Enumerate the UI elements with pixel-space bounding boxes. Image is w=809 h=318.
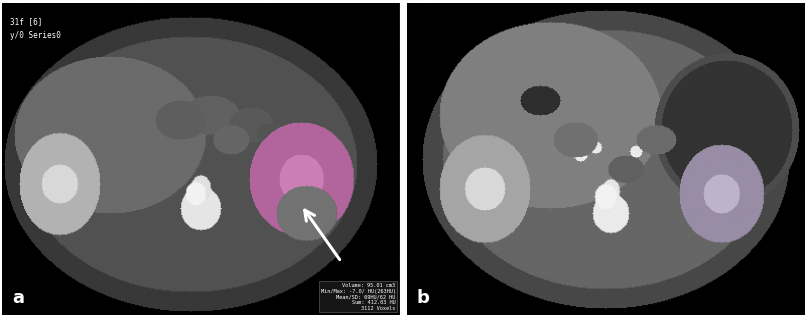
Text: b: b [417, 289, 430, 307]
Text: y/0 Series0: y/0 Series0 [11, 31, 61, 40]
Text: 31f [6]: 31f [6] [11, 17, 43, 26]
Text: a: a [12, 289, 24, 307]
Text: Volume: 95.01 cm3
Min/Max: -7.0/ HU(263HU)
Mean/SD: 69HU/62 HU
Sum: 412.03 HU
31: Volume: 95.01 cm3 Min/Max: -7.0/ HU(263H… [320, 283, 396, 311]
